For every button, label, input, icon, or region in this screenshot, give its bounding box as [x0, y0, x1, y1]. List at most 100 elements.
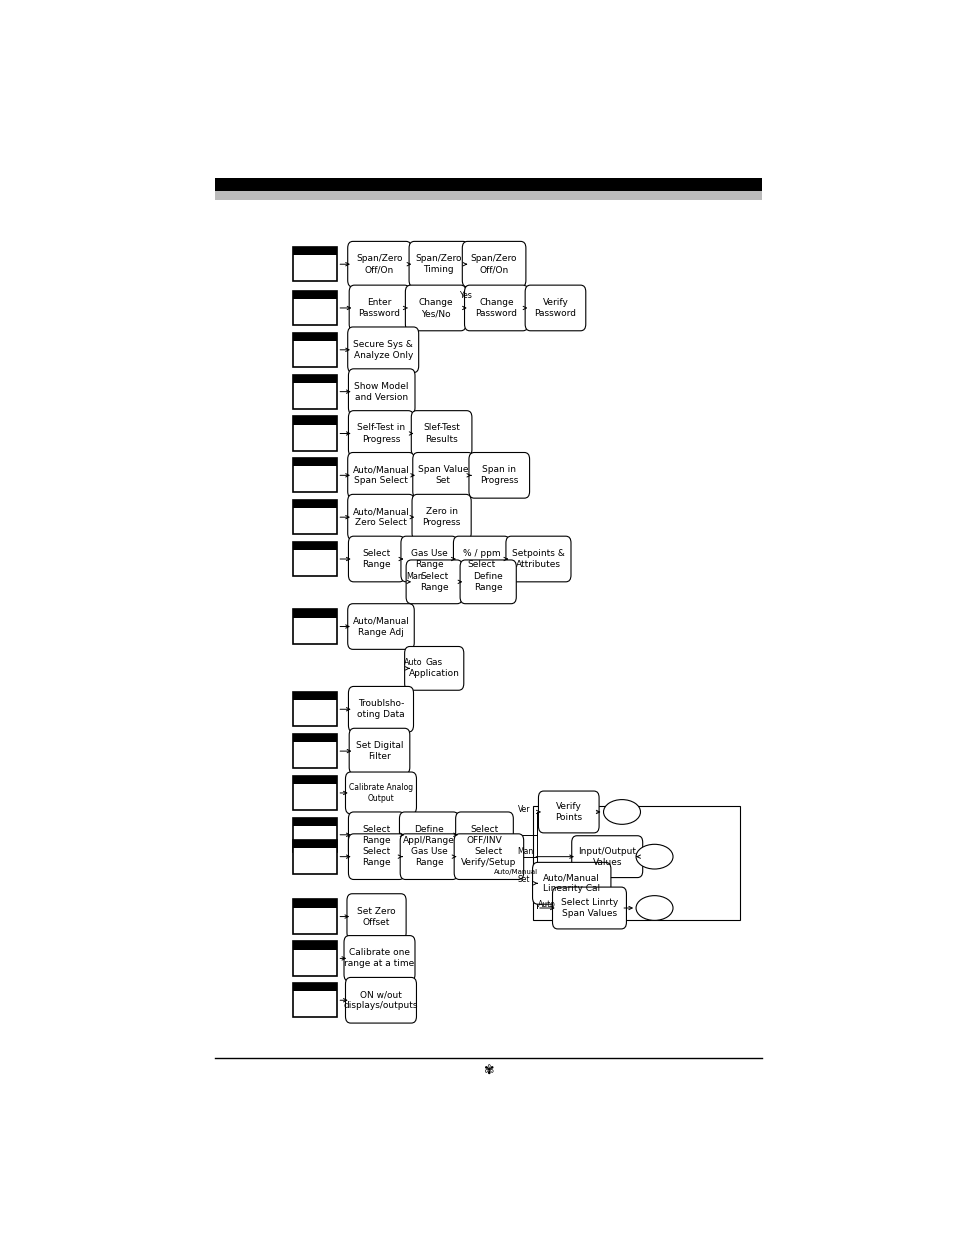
FancyBboxPatch shape: [464, 285, 528, 331]
Text: Verify
Points: Verify Points: [555, 802, 581, 823]
Bar: [293, 818, 337, 826]
FancyBboxPatch shape: [345, 977, 416, 1023]
FancyBboxPatch shape: [412, 494, 471, 540]
Text: Span/Zero
Timing: Span/Zero Timing: [415, 254, 461, 274]
Bar: [293, 247, 337, 256]
Bar: [293, 899, 337, 908]
FancyBboxPatch shape: [347, 494, 414, 540]
FancyBboxPatch shape: [405, 285, 465, 331]
Bar: [293, 840, 337, 847]
Text: Select Linrty
Span Values: Select Linrty Span Values: [560, 898, 618, 918]
Text: Set Zero
Offset: Set Zero Offset: [356, 906, 395, 926]
Ellipse shape: [603, 799, 639, 824]
FancyBboxPatch shape: [399, 811, 458, 857]
FancyBboxPatch shape: [524, 285, 585, 331]
Bar: [293, 247, 337, 282]
Bar: [293, 983, 337, 1018]
Bar: [293, 899, 337, 934]
FancyBboxPatch shape: [571, 836, 642, 878]
Bar: [293, 458, 337, 467]
Bar: [293, 818, 337, 852]
Bar: [293, 416, 337, 451]
Text: Define
Appl/Range: Define Appl/Range: [403, 825, 455, 845]
Text: ON w/out
displays/outputs: ON w/out displays/outputs: [343, 990, 417, 1010]
FancyBboxPatch shape: [453, 536, 509, 582]
Text: Secure Sys &
Analyze Only: Secure Sys & Analyze Only: [353, 340, 413, 359]
FancyBboxPatch shape: [348, 834, 404, 879]
Text: Span/Zero
Off/On: Span/Zero Off/On: [471, 254, 517, 274]
Text: Calibrate one
range at a time: Calibrate one range at a time: [344, 948, 415, 968]
Text: Gas
Application: Gas Application: [408, 658, 459, 678]
Bar: [293, 374, 337, 383]
FancyBboxPatch shape: [404, 646, 463, 690]
Bar: [293, 692, 337, 700]
Bar: [293, 542, 337, 576]
Bar: [293, 941, 337, 976]
FancyBboxPatch shape: [537, 792, 598, 832]
Bar: [293, 692, 337, 726]
Ellipse shape: [636, 895, 672, 920]
FancyBboxPatch shape: [348, 536, 404, 582]
Text: Auto/Manual
Range Adj: Auto/Manual Range Adj: [353, 616, 409, 636]
FancyBboxPatch shape: [348, 369, 415, 415]
Text: Input/Output
Values: Input/Output Values: [578, 847, 636, 867]
Bar: [293, 776, 337, 810]
FancyBboxPatch shape: [345, 772, 416, 814]
Text: Ver: Ver: [517, 805, 530, 814]
Bar: [293, 734, 337, 742]
FancyBboxPatch shape: [469, 452, 529, 498]
FancyBboxPatch shape: [552, 887, 626, 929]
FancyBboxPatch shape: [505, 536, 571, 582]
Bar: [215, 191, 761, 200]
Bar: [293, 776, 337, 784]
FancyBboxPatch shape: [348, 687, 413, 732]
FancyBboxPatch shape: [347, 604, 414, 650]
FancyBboxPatch shape: [344, 936, 415, 982]
FancyBboxPatch shape: [459, 559, 516, 604]
FancyBboxPatch shape: [409, 241, 468, 287]
FancyBboxPatch shape: [348, 811, 404, 857]
FancyBboxPatch shape: [406, 559, 462, 604]
Text: Show Model
and Version: Show Model and Version: [355, 382, 409, 401]
FancyBboxPatch shape: [462, 241, 525, 287]
Text: Auto/Manual
Span Select: Auto/Manual Span Select: [353, 466, 409, 485]
Bar: [293, 840, 337, 874]
Bar: [293, 332, 337, 367]
Bar: [533, 806, 740, 920]
Text: Man: Man: [517, 847, 533, 856]
FancyBboxPatch shape: [348, 411, 413, 456]
Text: Define
Range: Define Range: [473, 572, 502, 592]
Text: Slef-Test
Results: Slef-Test Results: [423, 424, 459, 443]
Bar: [293, 500, 337, 535]
Bar: [293, 609, 337, 618]
Text: Auto: Auto: [404, 658, 422, 667]
FancyBboxPatch shape: [456, 811, 513, 857]
Text: Auto/Manual
Zero Select: Auto/Manual Zero Select: [353, 508, 409, 527]
Text: Select
Verify/Setup: Select Verify/Setup: [460, 847, 517, 867]
Bar: [293, 416, 337, 425]
FancyBboxPatch shape: [532, 862, 610, 904]
Text: Troublsho-
oting Data: Troublsho- oting Data: [356, 699, 404, 719]
Text: Calibrate Analog
Output: Calibrate Analog Output: [349, 783, 413, 803]
Text: Select
Range: Select Range: [419, 572, 448, 592]
Bar: [293, 458, 337, 493]
Text: Auto/Manual
Linearity Cal: Auto/Manual Linearity Cal: [542, 873, 599, 893]
FancyBboxPatch shape: [454, 834, 523, 879]
FancyBboxPatch shape: [347, 327, 418, 373]
Bar: [293, 941, 337, 950]
Bar: [293, 291, 337, 325]
Text: Select
Range: Select Range: [362, 550, 391, 569]
Text: Select
OFF/INV: Select OFF/INV: [466, 825, 502, 845]
Bar: [293, 983, 337, 992]
Text: Gas Use
Range: Gas Use Range: [410, 550, 447, 569]
Text: Gas Use
Range: Gas Use Range: [410, 847, 447, 867]
Bar: [293, 734, 337, 768]
FancyBboxPatch shape: [347, 894, 406, 940]
Text: Set: Set: [517, 874, 530, 884]
Text: Span Value
Set: Span Value Set: [417, 466, 468, 485]
FancyBboxPatch shape: [347, 452, 414, 498]
Bar: [215, 178, 761, 191]
FancyBboxPatch shape: [413, 452, 473, 498]
Bar: [293, 291, 337, 299]
Bar: [293, 542, 337, 550]
